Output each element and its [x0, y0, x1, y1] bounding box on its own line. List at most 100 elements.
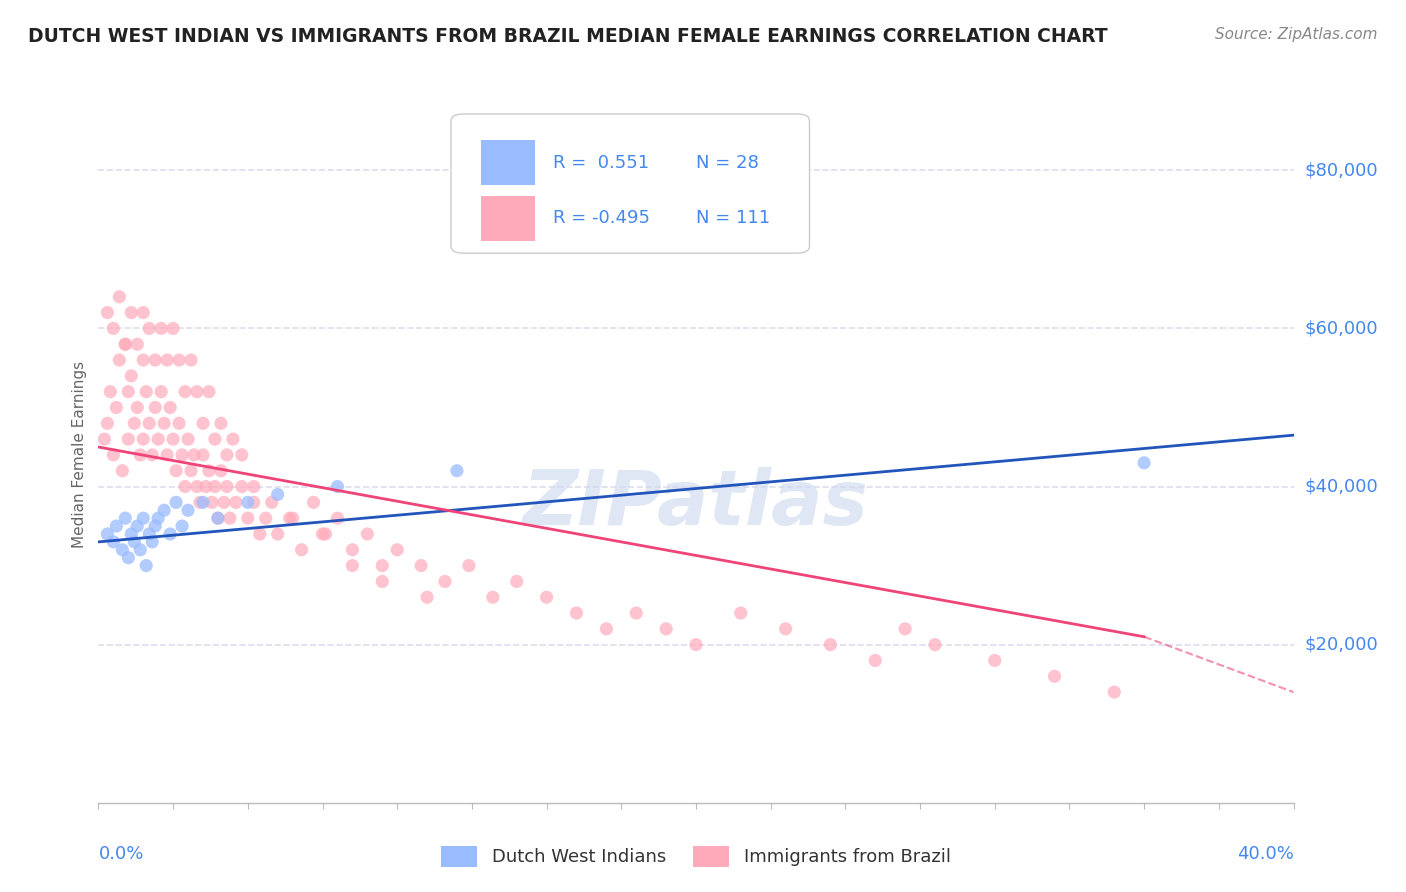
Point — [120, 527, 142, 541]
Point — [150, 384, 173, 399]
Point — [983, 653, 1005, 667]
Point — [165, 495, 187, 509]
Point — [135, 384, 157, 399]
Text: 40.0%: 40.0% — [1237, 845, 1294, 863]
Point — [207, 511, 229, 525]
Text: DUTCH WEST INDIAN VS IMMIGRANTS FROM BRAZIL MEDIAN FEMALE EARNINGS CORRELATION C: DUTCH WEST INDIAN VS IMMIGRANTS FROM BRA… — [28, 27, 1108, 45]
Point — [434, 574, 457, 589]
Point — [267, 487, 290, 501]
Point — [385, 542, 409, 557]
Text: ZIPatlas: ZIPatlas — [523, 467, 869, 541]
Point — [96, 417, 118, 431]
Point — [114, 337, 136, 351]
Point — [167, 353, 190, 368]
Point — [209, 464, 232, 478]
Point — [105, 519, 128, 533]
Point — [167, 417, 190, 431]
Text: N = 111: N = 111 — [696, 210, 770, 227]
Point — [243, 479, 266, 493]
Point — [685, 638, 707, 652]
Point — [204, 479, 226, 493]
Point — [180, 353, 202, 368]
Point — [103, 448, 125, 462]
Point — [117, 550, 139, 565]
Point — [820, 638, 842, 652]
Point — [356, 527, 378, 541]
Text: R =  0.551: R = 0.551 — [553, 153, 648, 171]
Text: Source: ZipAtlas.com: Source: ZipAtlas.com — [1215, 27, 1378, 42]
Point — [156, 448, 179, 462]
Point — [177, 503, 200, 517]
Point — [153, 417, 176, 431]
Point — [120, 305, 142, 319]
Point — [775, 622, 797, 636]
Point — [135, 558, 157, 573]
FancyBboxPatch shape — [481, 140, 534, 186]
Point — [156, 353, 179, 368]
Point — [117, 432, 139, 446]
Point — [105, 401, 128, 415]
Point — [138, 527, 160, 541]
Point — [172, 519, 194, 533]
Point — [127, 401, 149, 415]
Point — [1104, 685, 1126, 699]
Point — [108, 353, 131, 368]
Point — [924, 638, 946, 652]
Point — [111, 542, 134, 557]
Text: N = 28: N = 28 — [696, 153, 759, 171]
Point — [96, 305, 118, 319]
Point — [165, 464, 187, 478]
Point — [326, 511, 349, 525]
Point — [188, 495, 211, 509]
Point — [411, 558, 433, 573]
Point — [481, 591, 505, 605]
Point — [143, 353, 166, 368]
Point — [446, 464, 468, 478]
Point — [281, 511, 304, 525]
Point — [162, 321, 184, 335]
Legend: Dutch West Indians, Immigrants from Brazil: Dutch West Indians, Immigrants from Braz… — [434, 838, 957, 874]
Point — [655, 622, 678, 636]
Point — [138, 417, 160, 431]
Point — [148, 432, 170, 446]
Point — [180, 464, 202, 478]
Point — [225, 495, 247, 509]
Point — [865, 653, 887, 667]
Point — [177, 432, 200, 446]
Text: 0.0%: 0.0% — [98, 845, 143, 863]
Point — [143, 401, 166, 415]
Point — [278, 511, 301, 525]
Point — [132, 432, 155, 446]
Point — [302, 495, 325, 509]
Point — [108, 290, 131, 304]
Point — [191, 448, 214, 462]
Point — [120, 368, 142, 383]
Point — [231, 479, 253, 493]
Point — [458, 558, 481, 573]
Point — [201, 495, 224, 509]
Point — [138, 321, 160, 335]
Point — [236, 511, 259, 525]
Point — [371, 558, 394, 573]
Point — [162, 432, 184, 446]
Point — [159, 401, 181, 415]
Point — [93, 432, 115, 446]
Point — [174, 479, 197, 493]
Text: $40,000: $40,000 — [1305, 477, 1378, 496]
Point — [124, 417, 146, 431]
Point — [117, 384, 139, 399]
Text: $80,000: $80,000 — [1305, 161, 1378, 179]
Point — [143, 519, 166, 533]
Point — [624, 606, 647, 620]
Point — [150, 321, 173, 335]
Point — [194, 479, 218, 493]
Point — [730, 606, 752, 620]
Point — [207, 511, 229, 525]
Point — [243, 495, 266, 509]
Point — [249, 527, 271, 541]
Point — [342, 542, 364, 557]
Point — [153, 503, 176, 517]
Point — [141, 448, 163, 462]
Point — [114, 511, 136, 525]
Point — [148, 511, 170, 525]
